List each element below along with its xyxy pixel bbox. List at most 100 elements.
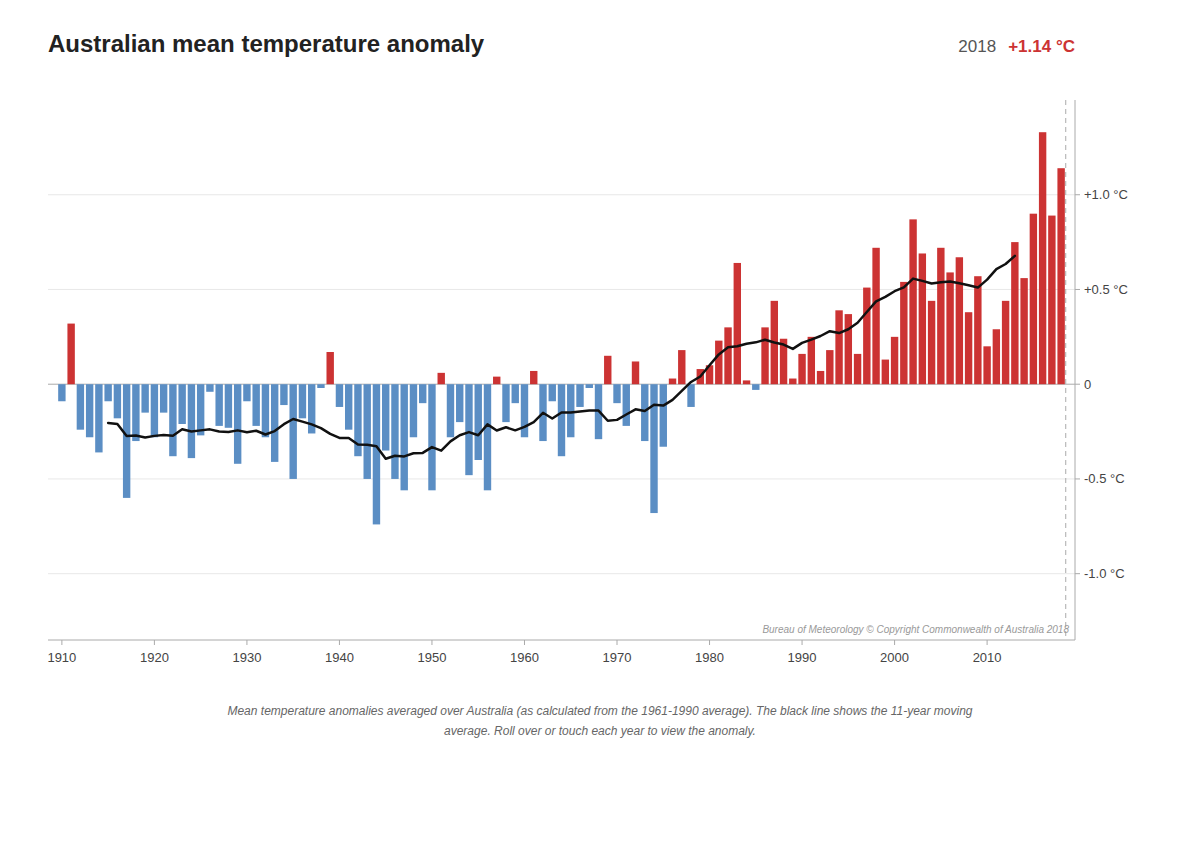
bar [225, 384, 232, 428]
x-tick-label: 2000 [880, 650, 909, 665]
bar [447, 384, 454, 437]
bar [863, 288, 870, 385]
bar [493, 377, 500, 385]
bar [798, 354, 805, 384]
bar [280, 384, 287, 405]
x-tick-label: 1930 [232, 650, 261, 665]
bar [243, 384, 250, 401]
bar [789, 379, 796, 385]
bar [826, 350, 833, 384]
footnote: average. Roll over or touch each year to… [444, 724, 756, 738]
bar [613, 384, 620, 403]
bar [86, 384, 93, 437]
y-tick-label: +1.0 °C [1084, 187, 1128, 202]
bar [132, 384, 139, 441]
bar [817, 371, 824, 384]
plot-data [58, 132, 1065, 524]
bar [752, 384, 759, 390]
bar [1057, 168, 1064, 384]
axes: 1910192019301940195019601970198019902000… [47, 100, 1127, 665]
bar [872, 248, 879, 384]
bars [58, 132, 1065, 524]
bar [715, 341, 722, 385]
bar [891, 337, 898, 384]
x-tick-label: 2010 [973, 650, 1002, 665]
grid-line [48, 478, 1075, 479]
bar [484, 384, 491, 490]
bar [734, 263, 741, 384]
bar [1011, 242, 1018, 384]
bar [502, 384, 509, 422]
bar [401, 384, 408, 490]
bar [326, 352, 333, 384]
bar [373, 384, 380, 524]
bar [58, 384, 65, 401]
copyright: Bureau of Meteorology © Copyright Common… [762, 624, 1069, 635]
moving-average-line [108, 256, 1015, 459]
footnote: Mean temperature anomalies averaged over… [227, 704, 972, 718]
y-tick [1075, 384, 1080, 385]
grid [48, 195, 1075, 574]
x-tick [802, 640, 803, 645]
bar [77, 384, 84, 429]
bar [419, 384, 426, 403]
x-tick-label: 1950 [418, 650, 447, 665]
bar [188, 384, 195, 458]
bar [521, 384, 528, 437]
bar [299, 384, 306, 418]
title: Australian mean temperature anomaly [48, 30, 485, 57]
bar [160, 384, 167, 412]
y-tick-label: 0 [1084, 377, 1091, 392]
bar [197, 384, 204, 435]
x-tick [61, 640, 62, 645]
bar [604, 356, 611, 384]
bar [114, 384, 121, 418]
x-tick-label: 1980 [695, 650, 724, 665]
x-tick [154, 640, 155, 645]
bar [919, 253, 926, 384]
bar [382, 384, 389, 450]
bar [946, 272, 953, 384]
y-tick [1075, 194, 1080, 195]
bar [993, 329, 1000, 384]
bar [882, 360, 889, 385]
y-tick-label: -0.5 °C [1084, 471, 1125, 486]
x-tick [246, 640, 247, 645]
bar [530, 371, 537, 384]
bar [151, 384, 158, 437]
bar [660, 384, 667, 447]
y-tick [1075, 289, 1080, 290]
y-tick-label: +0.5 °C [1084, 282, 1128, 297]
bar [215, 384, 222, 426]
bar [558, 384, 565, 456]
subtitle-value: +1.14 °C [1008, 37, 1075, 56]
x-tick [987, 640, 988, 645]
bar [234, 384, 241, 464]
bar [845, 314, 852, 384]
bar [169, 384, 176, 456]
bar [669, 379, 676, 385]
bar [512, 384, 519, 403]
x-tick [894, 640, 895, 645]
bar [1020, 278, 1027, 384]
bar [974, 276, 981, 384]
x-tick-label: 1960 [510, 650, 539, 665]
bar [456, 384, 463, 422]
x-tick [524, 640, 525, 645]
bar [428, 384, 435, 490]
bar [808, 337, 815, 384]
x-tick-label: 1920 [140, 650, 169, 665]
bar [983, 346, 990, 384]
bar [95, 384, 102, 452]
x-tick-label: 1910 [47, 650, 76, 665]
bar [586, 384, 593, 388]
y-axis-line [1075, 100, 1076, 640]
bar [928, 301, 935, 384]
x-tick-label: 1970 [603, 650, 632, 665]
bar [687, 384, 694, 407]
grid-line [48, 194, 1075, 195]
bar [576, 384, 583, 407]
subtitle-year: 2018 [958, 37, 996, 56]
bar [123, 384, 130, 498]
bar [317, 384, 324, 388]
